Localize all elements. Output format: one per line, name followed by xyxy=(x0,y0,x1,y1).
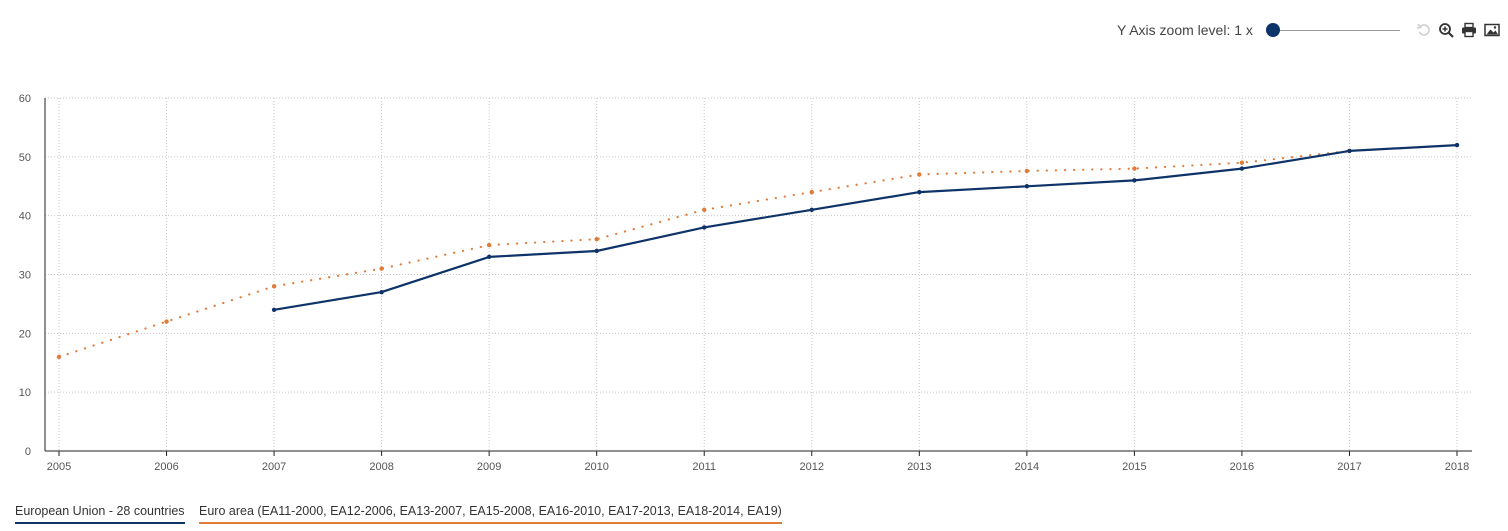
data-point-european-union xyxy=(1239,166,1245,171)
print-icon[interactable] xyxy=(1461,22,1477,38)
x-tick-label: 2010 xyxy=(584,461,608,473)
x-tick-label: 2015 xyxy=(1122,461,1146,473)
x-tick-label: 2009 xyxy=(477,461,501,473)
data-point-euro-area xyxy=(486,242,492,248)
x-tick-label: 2016 xyxy=(1230,461,1254,473)
data-point-european-union xyxy=(702,225,707,230)
series-line-euro-area xyxy=(57,144,1459,358)
zoom-in-icon[interactable] xyxy=(1438,22,1454,38)
data-point-euro-area xyxy=(1024,168,1030,174)
y-tick-label: 10 xyxy=(19,387,31,399)
y-tick-label: 20 xyxy=(19,328,31,340)
data-point-euro-area xyxy=(1239,160,1245,165)
line-chart: 0 10 20 30 40 50 60 2005 2006 2007 2008 2009 2010 201… xyxy=(19,93,1472,473)
x-tick-label: 2006 xyxy=(154,461,178,473)
data-point-euro-area xyxy=(379,266,384,271)
data-point-euro-area xyxy=(1132,166,1137,171)
y-tick-label: 30 xyxy=(19,270,31,282)
y-tick-label: 40 xyxy=(19,211,31,223)
x-tick-label: 2007 xyxy=(262,461,286,473)
data-point-euro-area xyxy=(271,284,277,289)
data-point-european-union xyxy=(917,189,922,195)
data-point-european-union xyxy=(1132,178,1137,183)
data-point-euro-area xyxy=(164,319,169,324)
y-tick-label: 60 xyxy=(19,93,31,105)
data-point-european-union xyxy=(271,307,277,312)
y-tick-label: 0 xyxy=(25,446,31,458)
data-point-euro-area xyxy=(702,207,707,212)
data-point-european-union xyxy=(594,248,599,254)
y-axis-zoom-label: Y Axis zoom level: 1 x xyxy=(1117,22,1253,38)
y-tick-label: 50 xyxy=(19,152,31,164)
zoom-slider-handle[interactable] xyxy=(1266,23,1280,37)
reset-icon[interactable] xyxy=(1416,22,1432,38)
data-point-european-union xyxy=(1347,148,1352,154)
series-line-european-union xyxy=(273,144,1459,311)
image-download-icon[interactable] xyxy=(1484,22,1500,38)
legend-label-euro-area: Euro area (EA11-2000, EA12-2006, EA13-20… xyxy=(199,504,782,518)
legend-item-euro-area[interactable]: Euro area (EA11-2000, EA12-2006, EA13-20… xyxy=(199,504,782,524)
data-point-european-union xyxy=(1024,184,1030,189)
x-tick-label: 2018 xyxy=(1445,461,1469,473)
x-tick-label: 2013 xyxy=(907,461,931,473)
x-tick-label: 2005 xyxy=(47,461,71,473)
data-point-european-union xyxy=(1454,142,1460,148)
data-point-european-union xyxy=(379,289,384,295)
chart-toolbar: Y Axis zoom level: 1 x xyxy=(0,18,1508,44)
data-point-european-union xyxy=(809,207,814,212)
data-point-european-union xyxy=(486,254,492,260)
zoom-slider-track[interactable] xyxy=(1272,30,1400,31)
x-tick-label: 2012 xyxy=(800,461,824,473)
data-point-euro-area xyxy=(917,172,922,177)
legend-label-european-union: European Union - 28 countries xyxy=(15,504,185,518)
legend-item-european-union[interactable]: European Union - 28 countries xyxy=(15,504,185,524)
x-tick-label: 2008 xyxy=(369,461,393,473)
x-tick-label: 2011 xyxy=(692,461,716,473)
data-point-euro-area xyxy=(809,189,814,195)
x-tick-label: 2017 xyxy=(1337,461,1361,473)
data-point-euro-area xyxy=(56,354,62,360)
data-point-euro-area xyxy=(594,237,599,242)
x-tick-label: 2014 xyxy=(1015,461,1039,473)
